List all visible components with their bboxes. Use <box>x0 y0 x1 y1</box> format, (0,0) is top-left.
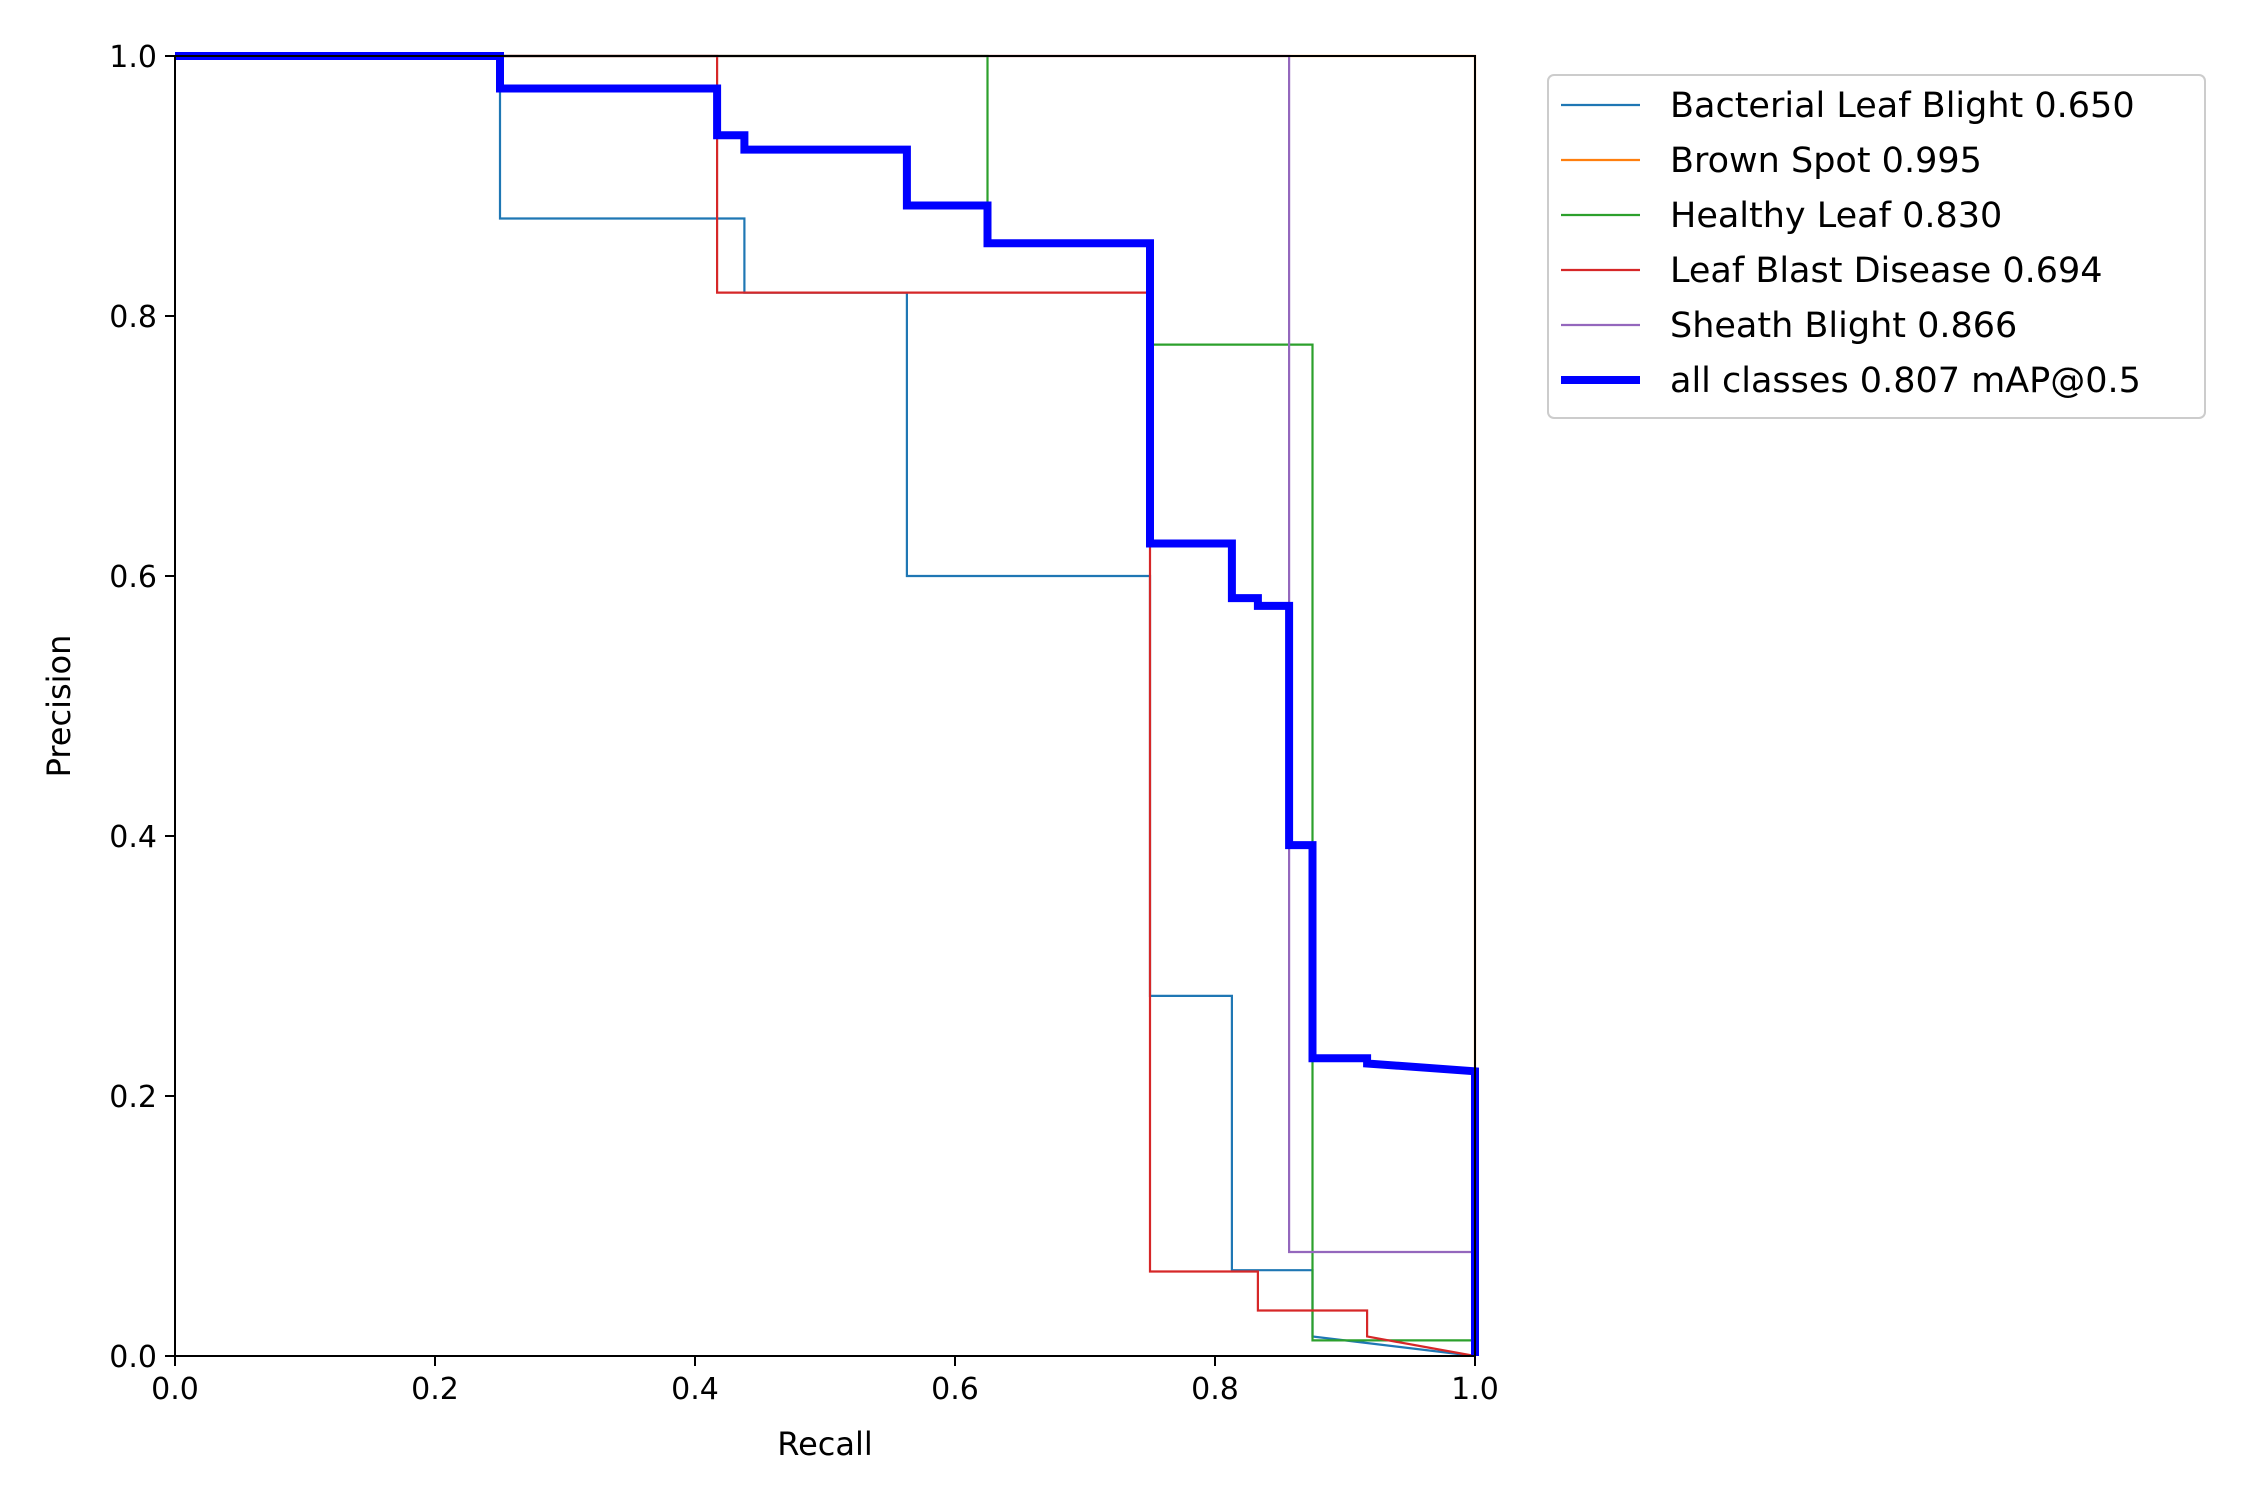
legend-label-6: all classes 0.807 mAP@0.5 <box>1670 361 2141 401</box>
legend-label-1: Bacterial Leaf Blight 0.650 <box>1670 86 2135 126</box>
x-tick-label: 0.0 <box>151 1372 199 1407</box>
legend-label-3: Healthy Leaf 0.830 <box>1670 196 2002 236</box>
x-axis-label: Recall <box>777 1425 872 1463</box>
legend-label-4: Leaf Blast Disease 0.694 <box>1670 251 2103 291</box>
plot-area-frame <box>174 55 1476 1357</box>
y-tick-label: 1.0 <box>109 40 157 75</box>
legend-label-2: Brown Spot 0.995 <box>1670 141 1982 181</box>
legend-entries: Bacterial Leaf Blight 0.650 Brown Spot 0.… <box>1561 86 2141 401</box>
series-line-4 <box>175 54 1476 1358</box>
y-tick-label: 0.0 <box>109 1340 157 1375</box>
x-tick-label: 0.2 <box>411 1372 459 1407</box>
y-tick-label: 0.2 <box>109 1080 157 1115</box>
legend: Bacterial Leaf Blight 0.650 Brown Spot 0.… <box>1547 74 2206 419</box>
y-axis-label: Precision <box>40 635 78 778</box>
legend-box <box>1547 74 2206 419</box>
x-tick-label: 0.8 <box>1191 1372 1239 1407</box>
y-tick-label: 0.8 <box>109 300 157 335</box>
legend-label-5: Sheath Blight 0.866 <box>1670 306 2017 346</box>
series-line-6 <box>175 52 1479 1356</box>
tick-layer: 0.0 0.2 0.4 0.6 0.8 1.0 0.0 0.2 0.4 0.6 0.8 1.0 <box>109 40 1499 1407</box>
x-tick-label: 0.6 <box>931 1372 979 1407</box>
y-tick-label: 0.6 <box>109 560 157 595</box>
series-line-1 <box>175 54 1476 1358</box>
x-tick-label: 1.0 <box>1451 1372 1499 1407</box>
x-tick-label: 0.4 <box>671 1372 719 1407</box>
y-tick-label: 0.4 <box>109 820 157 855</box>
